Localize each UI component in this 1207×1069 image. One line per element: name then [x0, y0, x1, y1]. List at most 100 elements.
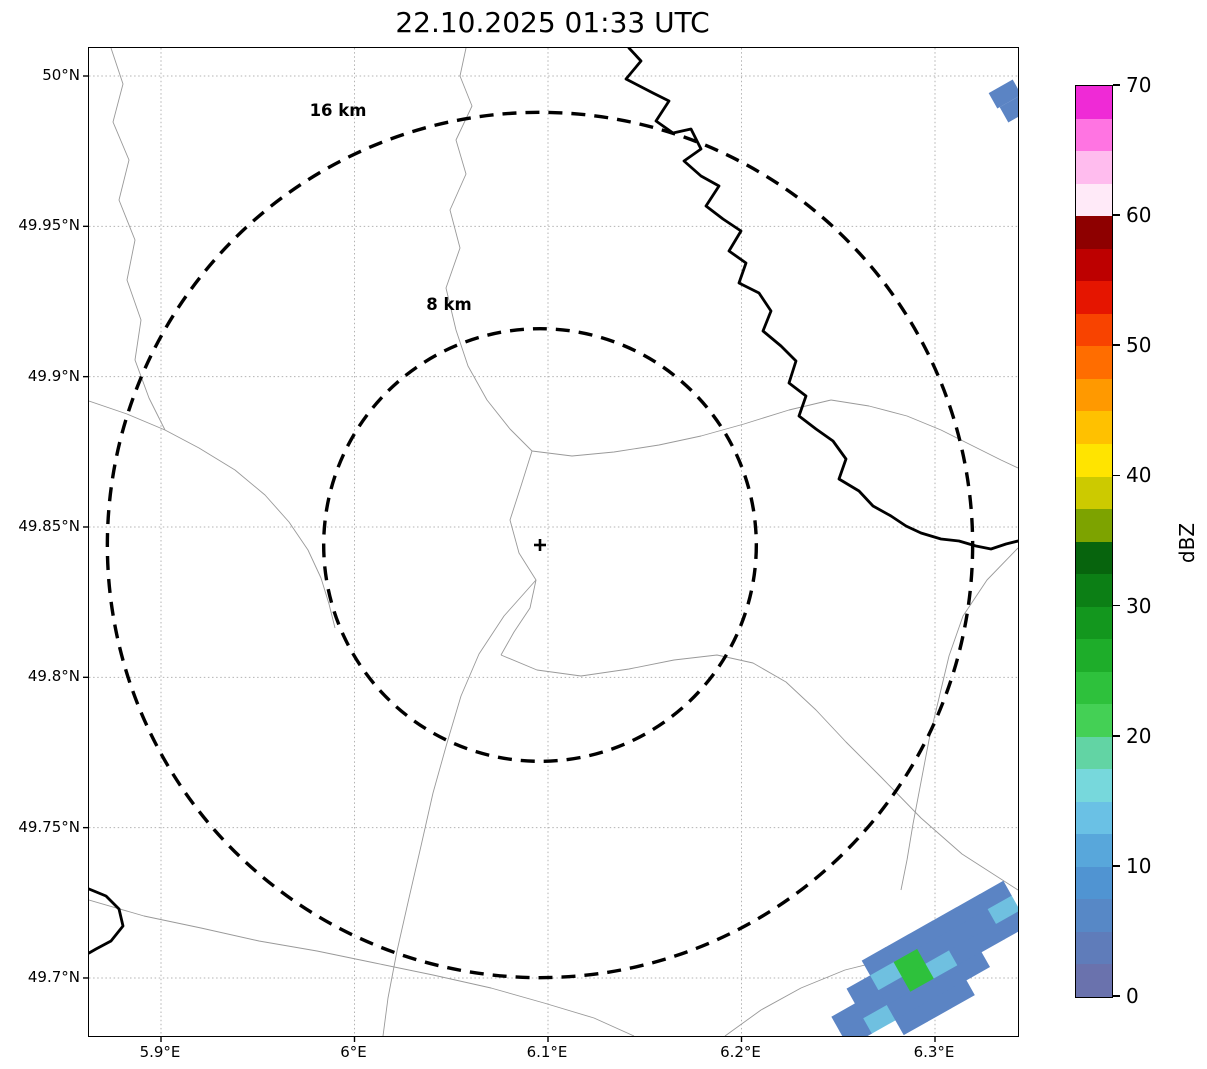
- admin-border-line: [445, 48, 533, 452]
- colorbar-tick-label: 30: [1126, 593, 1152, 618]
- admin-border-line: [500, 654, 1018, 891]
- admin-border-line: [89, 400, 336, 629]
- colorbar-band: [1076, 801, 1112, 835]
- colorbar-tick-label: 50: [1126, 333, 1152, 358]
- colorbar-band: [1076, 183, 1112, 217]
- colorbar-band: [1076, 541, 1112, 575]
- radar-echo-cell: [893, 948, 927, 978]
- radar-echo-cell: [870, 961, 903, 991]
- colorbar-band: [1076, 378, 1112, 412]
- colorbar-band: [1076, 86, 1112, 119]
- colorbar-band: [1076, 866, 1112, 900]
- radar-echo-cell: [987, 895, 1018, 925]
- radar-echo-cell: [839, 1017, 873, 1036]
- colorbar: [1075, 85, 1113, 998]
- radar-echo-cell: [895, 1006, 928, 1036]
- radar-echo-cell: [910, 978, 943, 1008]
- colorbar-tick-label: 10: [1126, 853, 1152, 878]
- y-tick-label: 49.9°N: [27, 366, 80, 385]
- colorbar-tick-label: 60: [1126, 203, 1152, 228]
- colorbar-band: [1076, 899, 1112, 932]
- colorbar-band: [1076, 834, 1112, 867]
- range-ring-label: 16 km: [310, 101, 367, 120]
- colorbar-tick-mark: [1113, 995, 1120, 997]
- colorbar-band: [1076, 509, 1112, 542]
- range-ring: [321, 326, 759, 764]
- x-tick-label: 6.3°E: [913, 1043, 955, 1061]
- radar-map-plot: 16 km 8 km: [83, 47, 1019, 1042]
- radar-echo-cell: [999, 93, 1018, 123]
- colorbar-band: [1076, 574, 1112, 607]
- colorbar-band: [1076, 411, 1112, 444]
- colorbar-band: [1076, 248, 1112, 282]
- radar-echo-cell: [942, 979, 975, 1009]
- river-line: [624, 48, 1018, 551]
- radar-echo-cell: [861, 947, 895, 976]
- radar-echo-cell: [917, 935, 950, 965]
- radar-echo-cell: [932, 907, 965, 937]
- colorbar-band: [1076, 606, 1112, 640]
- radar-echo-cell: [854, 989, 888, 1019]
- colorbar-tick-mark: [1113, 604, 1120, 607]
- x-tick-label: 6.1°E: [526, 1043, 568, 1061]
- colorbar-tick-mark: [1113, 84, 1120, 86]
- y-tick-label: 49.75°N: [18, 817, 80, 836]
- y-tick-label: 49.7°N: [27, 967, 80, 986]
- radar-echo-cell: [886, 991, 920, 1021]
- colorbar-tick-label: 20: [1126, 723, 1152, 748]
- radar-echo-cell: [908, 920, 942, 950]
- colorbar-band: [1076, 964, 1112, 997]
- radar-echo-cell: [988, 79, 1018, 109]
- radar-echo-cell: [831, 1003, 865, 1033]
- radar-echo-cell: [964, 908, 997, 938]
- colorbar-band: [1076, 736, 1112, 770]
- admin-border-line: [531, 399, 832, 457]
- radar-echo-cell: [863, 1004, 896, 1034]
- radar-echo-cell: [846, 975, 880, 1004]
- colorbar-band: [1076, 216, 1112, 249]
- radar-echo-cell: [957, 951, 990, 981]
- colorbar-tick-label: 0: [1126, 984, 1139, 1008]
- colorbar-band: [1076, 281, 1112, 314]
- colorbar-band: [1076, 346, 1112, 379]
- admin-border-line: [382, 579, 537, 1036]
- radar-echo-cell: [996, 910, 1018, 940]
- colorbar-tick-mark: [1113, 344, 1120, 347]
- colorbar-band: [1076, 151, 1112, 184]
- y-tick-label: 49.8°N: [27, 667, 80, 686]
- radar-echo-cell: [979, 880, 1013, 910]
- admin-border-line: [900, 547, 1018, 891]
- colorbar-band: [1076, 476, 1112, 510]
- admin-border-line: [110, 48, 166, 431]
- y-tick-label: 49.85°N: [18, 516, 80, 535]
- colorbar-band: [1076, 671, 1112, 705]
- colorbar-band: [1076, 931, 1112, 965]
- colorbar-tick-label: 40: [1126, 463, 1152, 488]
- colorbar-axis-label: dBZ: [1175, 522, 1199, 564]
- y-tick-label: 49.95°N: [18, 216, 80, 235]
- range-ring: [105, 110, 975, 980]
- colorbar-tick-mark: [1113, 214, 1120, 216]
- plot-title: 22.10.2025 01:33 UTC: [395, 6, 710, 39]
- colorbar-band: [1076, 118, 1112, 152]
- river-line: [89, 887, 125, 955]
- colorbar-tick-mark: [1113, 474, 1120, 477]
- colorbar-tick-label: 70: [1126, 73, 1152, 97]
- colorbar-bands: [1076, 86, 1112, 997]
- colorbar-band: [1076, 639, 1112, 672]
- radar-echo-cell: [948, 936, 982, 966]
- y-tick-label: 50°N: [42, 66, 80, 84]
- radar-echo-cell: [925, 950, 959, 980]
- colorbar-tick-mark: [1113, 734, 1120, 737]
- x-tick-label: 6°E: [340, 1043, 367, 1061]
- x-tick-label: 6.2°E: [720, 1043, 761, 1061]
- radar-echo-cell: [901, 963, 935, 993]
- x-tick-label: 5.9°E: [139, 1043, 181, 1061]
- admin-border-line: [89, 899, 635, 1036]
- colorbar-band: [1076, 443, 1112, 477]
- radar-echo-cell: [972, 923, 1006, 953]
- admin-border-line: [830, 399, 1018, 469]
- radar-map-canvas: 16 km 8 km: [83, 48, 1018, 1042]
- colorbar-band: [1076, 313, 1112, 347]
